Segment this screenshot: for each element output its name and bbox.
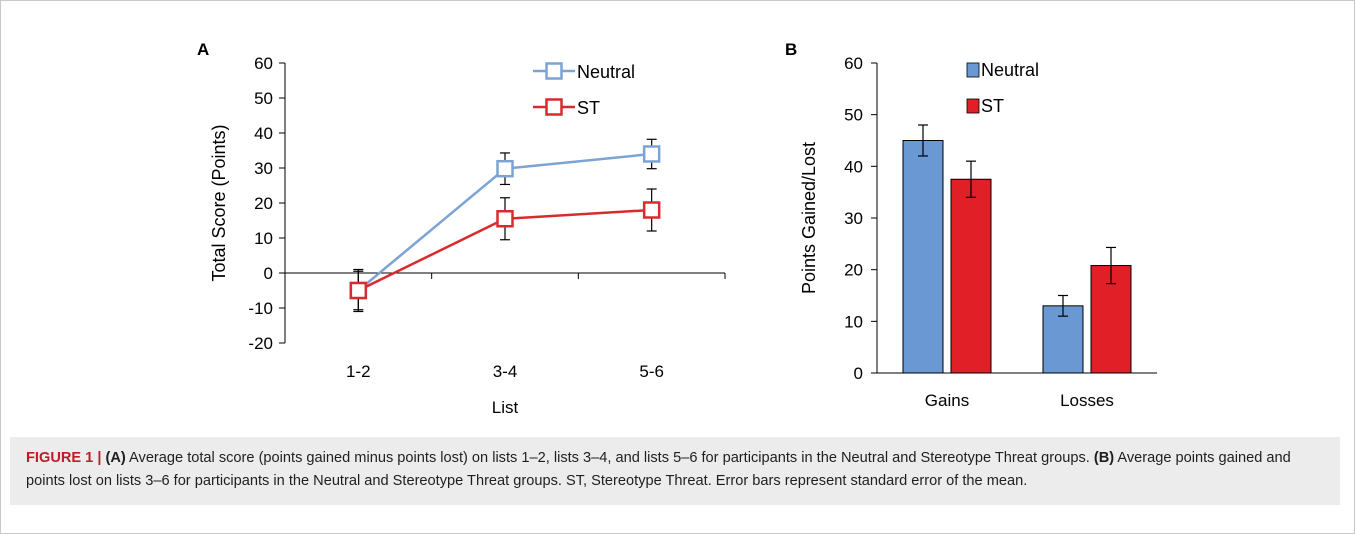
panel-a-data-point: [496, 210, 514, 228]
panel-a-label: A: [197, 40, 209, 59]
panel-b-y-tick-label: 60: [844, 54, 863, 73]
caption-part-b-label: (B): [1093, 450, 1115, 466]
panel-b-bar: [950, 178, 992, 374]
panel-b-x-tick-label: Gains: [925, 391, 969, 410]
panel-b-x-tick-label: Losses: [1060, 391, 1114, 410]
panel-b-bar: [1042, 305, 1084, 374]
panel-b-bar: [902, 140, 944, 374]
panel-b-y-tick-label: 10: [844, 312, 863, 331]
panel-a-y-tick-label: -10: [248, 299, 273, 318]
figure-caption: FIGURE 1 | (A) Average total score (poin…: [10, 437, 1340, 505]
panel-b-legend-swatch: [966, 98, 980, 114]
panel-b-legend-label: Neutral: [981, 60, 1039, 80]
panel-a-y-tick-label: 20: [254, 194, 273, 213]
panel-a-data-point: [642, 145, 661, 163]
panel-a-legend-marker: [545, 62, 563, 80]
panel-b-bar-chart: B 0 10 20 30 40 50 60 Gains Losses Points Gained/L…: [785, 40, 1157, 410]
panel-b-y-tick-label: 30: [844, 209, 863, 228]
panel-b-y-tick-label: 50: [844, 106, 863, 125]
panel-a-line-chart: A -20 -10 0 10 20 30 40 50 60 1-2 3-4 5-6 List Total S…: [197, 40, 726, 417]
panel-a-y-tick-label: -20: [248, 334, 273, 353]
panel-a-data-point: [496, 159, 514, 178]
panel-a-y-tick-label: 50: [254, 89, 273, 108]
panel-a-data-point: [349, 281, 368, 300]
panel-a-legend-marker: [545, 98, 563, 116]
caption-part-a-text: Average total score (points gained minus…: [129, 450, 1090, 466]
panel-a-x-tick-label: 1-2: [346, 362, 371, 381]
panel-a-y-tick-label: 40: [254, 124, 273, 143]
panel-b-label: B: [785, 40, 797, 59]
panel-b-y-axis-title: Points Gained/Lost: [799, 142, 819, 294]
caption-part-a-label: (A): [105, 450, 126, 466]
panel-b-y-tick-label: 0: [854, 364, 863, 383]
panel-a-y-tick-label: 30: [254, 159, 273, 178]
caption-figure-label: FIGURE 1: [26, 450, 94, 466]
panel-a-x-tick-label: 5-6: [639, 362, 664, 381]
panel-a-x-tick-label: 3-4: [493, 362, 518, 381]
figure-charts: A -20 -10 0 10 20 30 40 50 60 1-2 3-4 5-6 List Total S…: [1, 1, 1355, 431]
panel-a-y-tick-label: 0: [264, 264, 273, 283]
panel-b-legend-swatch: [966, 62, 980, 78]
caption-part-b-text: Average points gained and points lost on…: [26, 450, 1291, 489]
panel-b-y-tick-label: 20: [844, 261, 863, 280]
caption-separator: |: [97, 450, 102, 466]
panel-a-legend-label: Neutral: [577, 62, 635, 82]
panel-a-y-tick-label: 10: [254, 229, 273, 248]
panel-a-y-tick-label: 60: [254, 54, 273, 73]
panel-a-data-point: [642, 201, 661, 219]
panel-a-legend-label: ST: [577, 98, 600, 118]
panel-a-y-axis-title: Total Score (Points): [209, 124, 229, 281]
panel-a-x-axis-title: List: [492, 398, 519, 417]
panel-b-legend-label: ST: [981, 96, 1004, 116]
panel-b-y-tick-label: 40: [844, 157, 863, 176]
